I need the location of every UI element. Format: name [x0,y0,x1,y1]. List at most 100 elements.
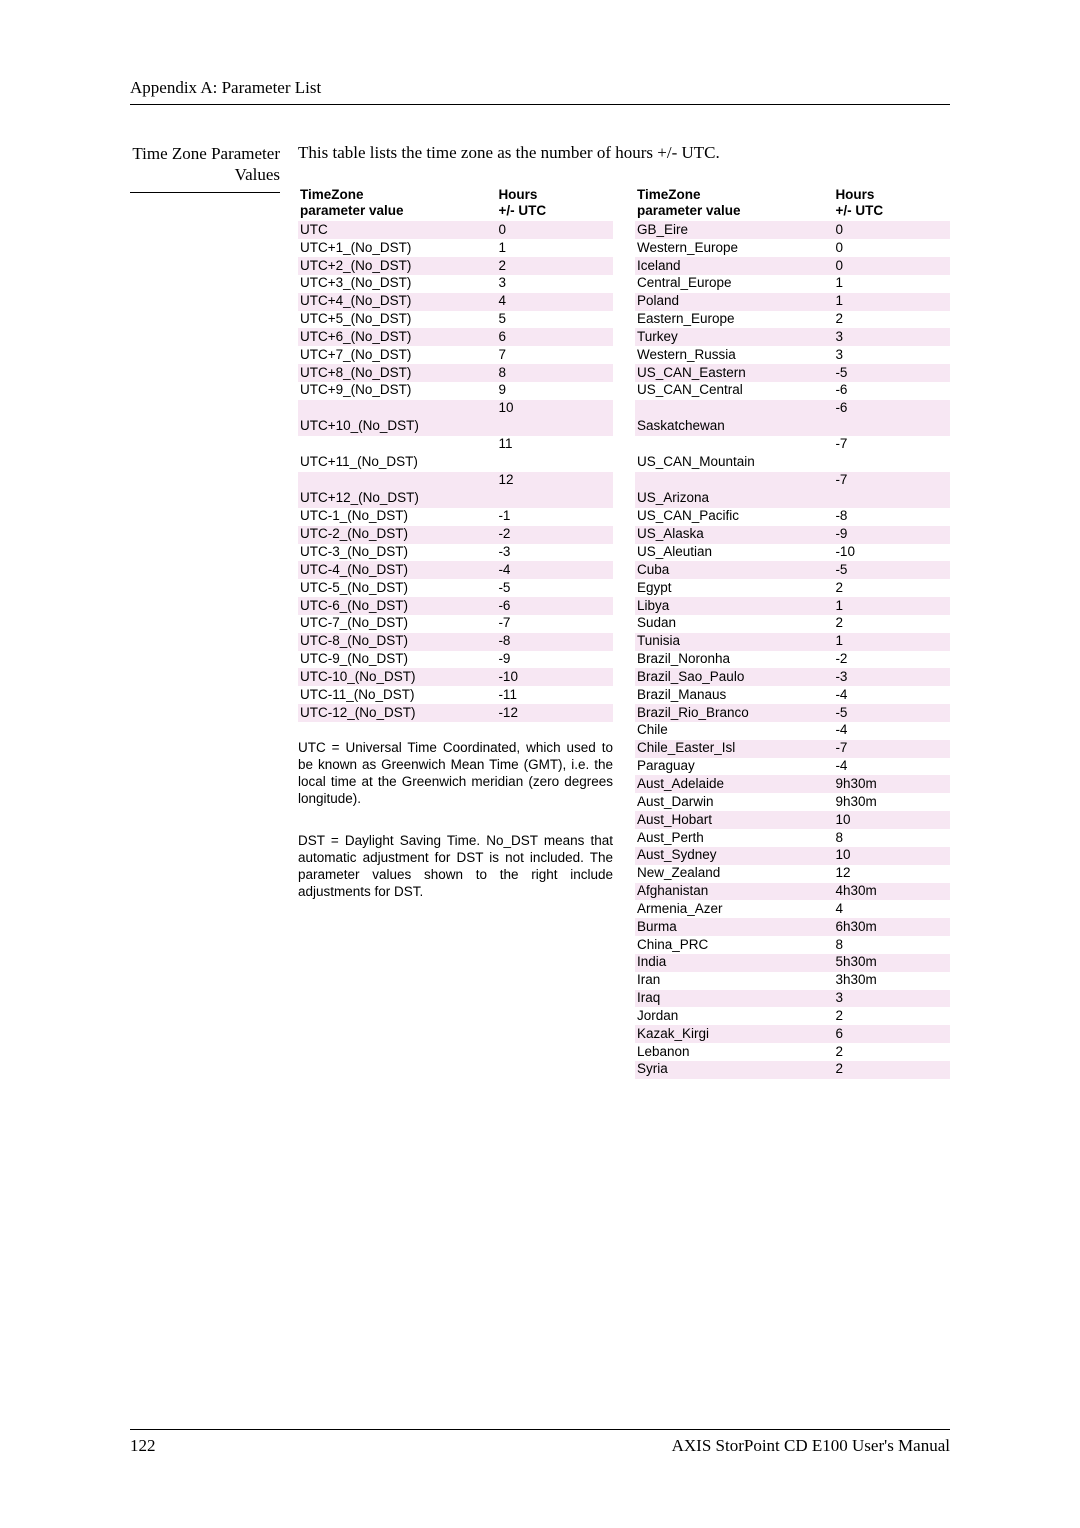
table-row: UTC+8_(No_DST)8 [298,364,613,382]
cell-timezone-name: UTC+9_(No_DST) [298,382,496,400]
table-row: Burma6h30m [635,918,950,936]
table-row: UTC-1_(No_DST)-1 [298,508,613,526]
table-row: Western_Russia3 [635,346,950,364]
cell-timezone-name: Tunisia [635,633,833,651]
cell-timezone-name: India [635,954,833,972]
cell-timezone-hours: -7 [833,740,950,758]
table-row: Central_Europe1 [635,275,950,293]
note-dst: DST = Daylight Saving Time. No_DST means… [298,833,613,901]
table-row: Syria2 [635,1061,950,1079]
cell-timezone-hours: -10 [833,544,950,562]
cell-timezone-name: Cuba [635,561,833,579]
cell-timezone-hours: -8 [833,508,950,526]
table-row: Turkey3 [635,328,950,346]
cell-timezone-hours: 2 [833,311,950,329]
table-row: Armenia_Azer4 [635,900,950,918]
table-row: Aust_Perth8 [635,829,950,847]
cell-timezone-hours: -2 [496,526,613,544]
table-row: UTC+7_(No_DST)7 [298,346,613,364]
col-header-name: TimeZoneparameter value [298,185,496,221]
cell-timezone-hours: -5 [833,364,950,382]
cell-timezone-name: Aust_Hobart [635,811,833,829]
table-row: UTC-9_(No_DST)-9 [298,651,613,669]
table-row: US_Aleutian-10 [635,544,950,562]
cell-timezone-name: Burma [635,918,833,936]
cell-timezone-hours: 8 [833,829,950,847]
table-row: UTC-4_(No_DST)-4 [298,561,613,579]
cell-timezone-hours: 9h30m [833,793,950,811]
cell-timezone-hours: -4 [833,722,950,740]
table-row: UTC+5_(No_DST)5 [298,311,613,329]
tables-wrap: TimeZoneparameter value Hours+/- UTC UTC… [298,185,950,1079]
table-row: Aust_Darwin9h30m [635,793,950,811]
cell-timezone-name: Brazil_Rio_Branco [635,704,833,722]
cell-timezone-name: Western_Europe [635,239,833,257]
cell-timezone-hours: 1 [833,275,950,293]
table-row: UTC+2_(No_DST)2 [298,257,613,275]
table-row: Iran3h30m [635,972,950,990]
cell-timezone-name: UTC-9_(No_DST) [298,651,496,669]
cell-timezone-name: UTC-4_(No_DST) [298,561,496,579]
table-row: UTC+11_(No_DST)11 [298,436,613,472]
table-row: Iraq3 [635,990,950,1008]
cell-timezone-name: Iran [635,972,833,990]
cell-timezone-hours: -7 [496,615,613,633]
intro-text: This table lists the time zone as the nu… [298,143,950,163]
table-row: UTC+12_(No_DST)12 [298,472,613,508]
cell-timezone-hours: -6 [833,382,950,400]
cell-timezone-hours: 1 [496,239,613,257]
table-row: UTC-12_(No_DST)-12 [298,704,613,722]
table-row: Cuba-5 [635,561,950,579]
table-row: UTC+9_(No_DST)9 [298,382,613,400]
table-row: UTC-11_(No_DST)-11 [298,686,613,704]
manual-title: AXIS StorPoint CD E100 User's Manual [672,1436,950,1456]
col-header-hours: Hours+/- UTC [833,185,950,221]
cell-timezone-name: UTC-2_(No_DST) [298,526,496,544]
cell-timezone-hours: 5 [496,311,613,329]
table-row: Aust_Sydney10 [635,847,950,865]
cell-timezone-name: US_CAN_Mountain [635,436,833,472]
cell-timezone-hours: 12 [833,865,950,883]
table-row: Aust_Hobart10 [635,811,950,829]
cell-timezone-name: Egypt [635,579,833,597]
table-row: UTC-6_(No_DST)-6 [298,597,613,615]
table-row: Poland1 [635,293,950,311]
cell-timezone-name: Lebanon [635,1043,833,1061]
cell-timezone-name: Aust_Adelaide [635,775,833,793]
table-row: Western_Europe0 [635,239,950,257]
cell-timezone-name: UTC+12_(No_DST) [298,472,496,508]
cell-timezone-name: Sudan [635,615,833,633]
right-table-col: TimeZoneparameter value Hours+/- UTC GB_… [635,185,950,1079]
cell-timezone-name: UTC [298,221,496,239]
table-row: Lebanon2 [635,1043,950,1061]
table-row: Brazil_Noronha-2 [635,651,950,669]
cell-timezone-hours: 3 [496,275,613,293]
cell-timezone-hours: -5 [833,561,950,579]
note-utc: UTC = Universal Time Coordinated, which … [298,740,613,808]
cell-timezone-hours: -10 [496,668,613,686]
table-row: Paraguay-4 [635,758,950,776]
table-row: Eastern_Europe2 [635,311,950,329]
cell-timezone-name: UTC+5_(No_DST) [298,311,496,329]
cell-timezone-hours: 6 [496,328,613,346]
cell-timezone-hours: 2 [833,1043,950,1061]
cell-timezone-name: Eastern_Europe [635,311,833,329]
cell-timezone-hours: 1 [833,597,950,615]
cell-timezone-name: Kazak_Kirgi [635,1025,833,1043]
cell-timezone-name: UTC+2_(No_DST) [298,257,496,275]
cell-timezone-name: US_CAN_Central [635,382,833,400]
cell-timezone-hours: 2 [833,1007,950,1025]
cell-timezone-name: US_Arizona [635,472,833,508]
cell-timezone-hours: 0 [833,221,950,239]
cell-timezone-name: Western_Russia [635,346,833,364]
table-row: New_Zealand12 [635,865,950,883]
cell-timezone-hours: 1 [833,293,950,311]
table-row: China_PRC8 [635,936,950,954]
cell-timezone-name: Syria [635,1061,833,1079]
cell-timezone-hours: 0 [496,221,613,239]
page-footer: 122 AXIS StorPoint CD E100 User's Manual [130,1429,950,1456]
cell-timezone-name: Brazil_Noronha [635,651,833,669]
cell-timezone-hours: -7 [833,472,950,508]
cell-timezone-name: Chile_Easter_Isl [635,740,833,758]
table-row: US_CAN_Mountain-7 [635,436,950,472]
